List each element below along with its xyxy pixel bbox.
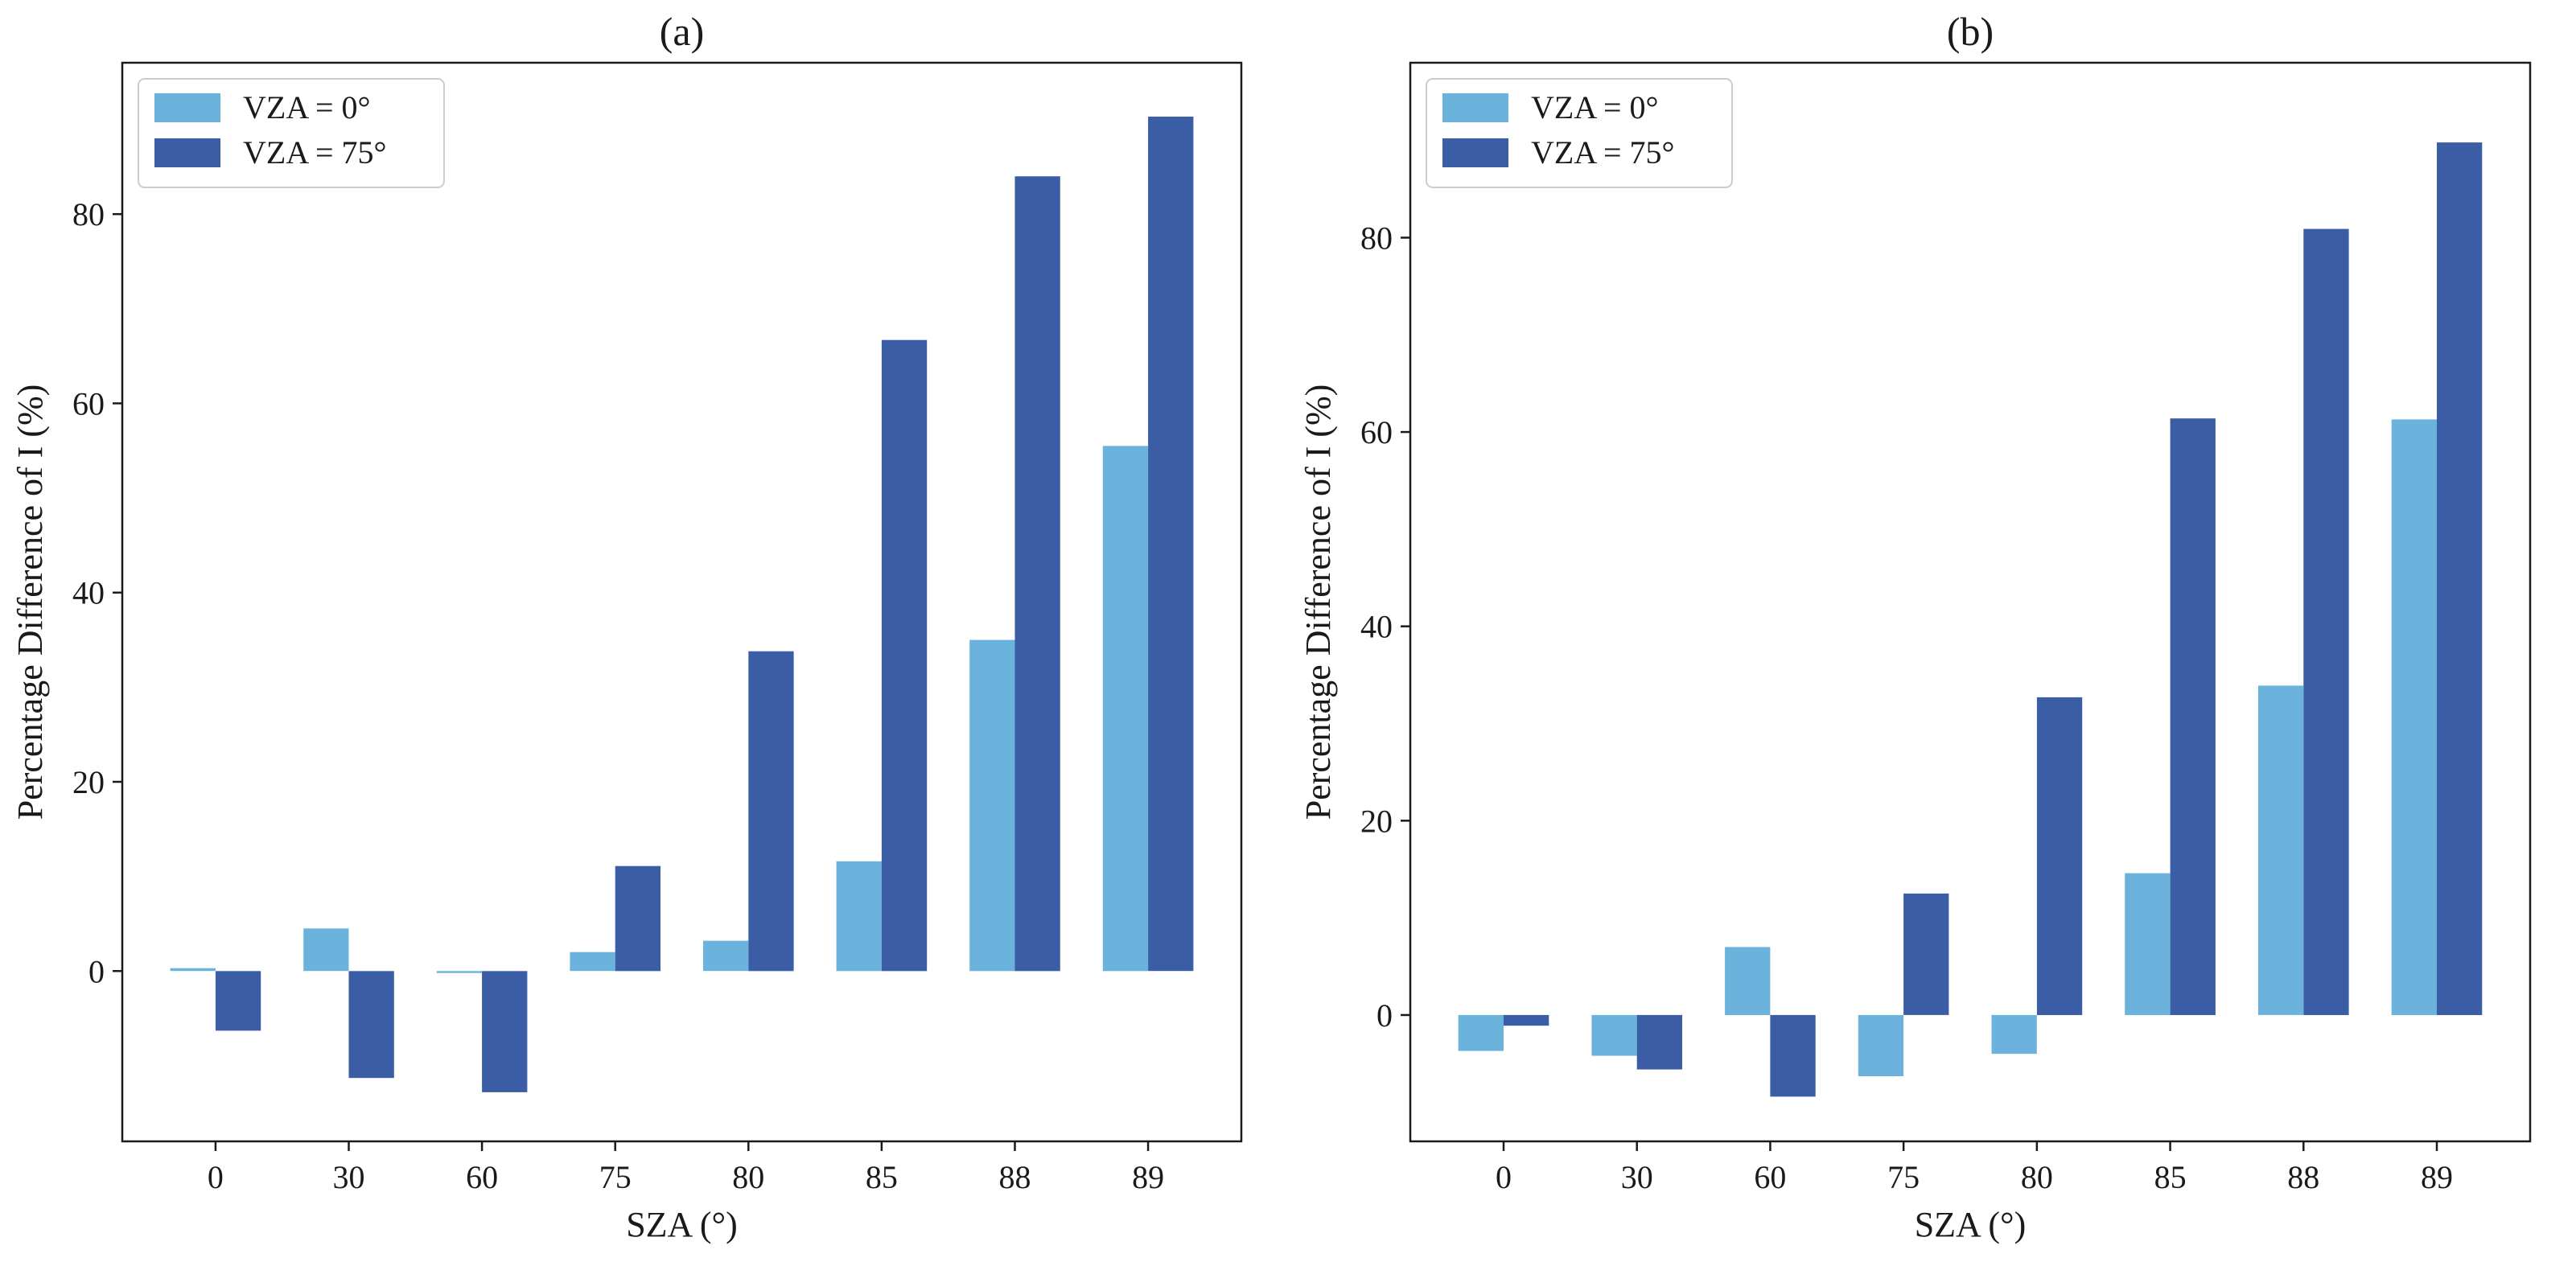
bar-vza-0-sza-89 [1102,446,1149,972]
y-tick-label: 80 [1360,220,1393,256]
x-tick-label: 89 [2421,1159,2453,1195]
legend-swatch-vza-0 [1442,93,1508,122]
x-tick-label: 85 [2154,1159,2187,1195]
chart-panel-b: 0 20 40 60 80 0 30 60 75 80 85 88 89 (b) SZA (°) Percen… [1298,9,2532,1244]
x-tick-label: 75 [599,1159,632,1195]
x-tick-label: 80 [2021,1159,2053,1195]
bar-vza-75-sza-0 [1504,1014,1549,1026]
bar-vza-0-sza-75 [570,952,615,972]
y-axis-label: Percentage Difference of I (%) [10,384,50,820]
y-tick-label: 0 [88,953,105,989]
chart-title: (a) [660,9,705,54]
bar-vza-75-sza-85 [2170,418,2216,1015]
bar-vza-0-sza-60 [1725,947,1771,1015]
bar-vza-0-sza-80 [703,940,749,972]
x-tick-label: 80 [732,1159,764,1195]
legend-swatch-vza-75 [1442,138,1508,167]
y-tick-label: 20 [1360,803,1393,839]
chart-panel-a: 0 20 40 60 80 0 30 60 75 80 85 88 89 (a) SZA (°) Percen… [10,9,1243,1244]
x-tick-label: 85 [866,1159,898,1195]
bar-vza-0-sza-0 [1458,1014,1504,1051]
bar-vza-0-sza-85 [2125,873,2171,1015]
x-tick-label: 75 [1887,1159,1920,1195]
bar-vza-75-sza-89 [1148,117,1194,972]
x-axis-label: SZA (°) [626,1205,738,1244]
legend-label: VZA = 75° [243,134,387,171]
bar-vza-0-sza-80 [1991,1014,2037,1054]
bar-vza-75-sza-60 [1770,1014,1816,1097]
bar-vza-0-sza-75 [1858,1014,1904,1076]
bar-vza-75-sza-30 [348,971,394,1079]
legend-swatch-vza-75 [154,138,220,167]
y-tick-label: 40 [1360,609,1393,645]
legend-label: VZA = 75° [1531,134,1675,171]
legend-label: VZA = 0° [243,89,371,125]
y-tick-label: 40 [72,575,105,611]
bar-vza-75-sza-30 [1636,1014,1682,1070]
bar-vza-0-sza-88 [2257,685,2304,1015]
x-tick-label: 88 [998,1159,1031,1195]
legend: VZA = 0° VZA = 75° [138,78,445,188]
y-tick-label: 20 [72,764,105,800]
bar-vza-75-sza-89 [2437,142,2483,1016]
x-tick-label: 30 [1621,1159,1653,1195]
bar-vza-75-sza-60 [482,971,528,1092]
legend: VZA = 0° VZA = 75° [1426,78,1733,188]
x-axis-label: SZA (°) [1915,1205,2027,1244]
bar-vza-75-sza-0 [215,971,261,1031]
x-tick-label: 30 [333,1159,365,1195]
legend-swatch-vza-0 [154,93,220,122]
bar-vza-0-sza-88 [969,639,1015,972]
plot-frame [1409,61,2532,1143]
y-tick-label: 60 [1360,414,1393,450]
x-tick-label: 0 [208,1159,224,1195]
y-tick-label: 80 [72,196,105,232]
bar-vza-75-sza-85 [881,339,928,972]
bar-vza-75-sza-80 [748,651,794,972]
x-tick-label: 60 [466,1159,498,1195]
x-tick-label: 88 [2287,1159,2319,1195]
bar-vza-75-sza-75 [1903,893,1949,1015]
x-tick-label: 0 [1496,1159,1512,1195]
bar-vza-75-sza-88 [2303,228,2349,1016]
y-axis-label: Percentage Difference of I (%) [1298,384,1338,820]
x-tick-label: 89 [1132,1159,1164,1195]
bar-vza-0-sza-0 [170,968,216,972]
bar-vza-75-sza-80 [2036,697,2083,1015]
bar-vza-0-sza-30 [1591,1014,1637,1056]
y-tick-label: 0 [1376,997,1393,1034]
y-tick-label: 60 [72,385,105,421]
bar-vza-0-sza-89 [2391,419,2437,1015]
chart-title: (b) [1947,9,1994,54]
bar-vza-0-sza-30 [303,928,349,972]
bar-vza-0-sza-85 [836,861,882,972]
x-tick-label: 60 [1754,1159,1786,1195]
plot-frame [121,61,1243,1143]
bar-vza-75-sza-88 [1014,176,1060,972]
bar-vza-0-sza-60 [436,971,483,973]
legend-label: VZA = 0° [1531,89,1659,125]
bar-vza-75-sza-75 [615,865,660,972]
